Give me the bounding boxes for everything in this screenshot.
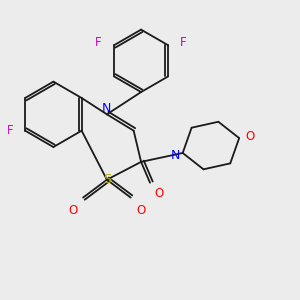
Text: O: O [154,187,164,200]
Text: N: N [102,103,112,116]
Text: F: F [95,36,102,50]
Text: O: O [68,204,77,218]
Text: F: F [180,36,187,50]
Text: S: S [103,173,111,186]
Text: O: O [136,204,146,218]
Text: O: O [246,130,255,143]
Text: N: N [171,149,180,162]
Text: F: F [6,124,13,137]
